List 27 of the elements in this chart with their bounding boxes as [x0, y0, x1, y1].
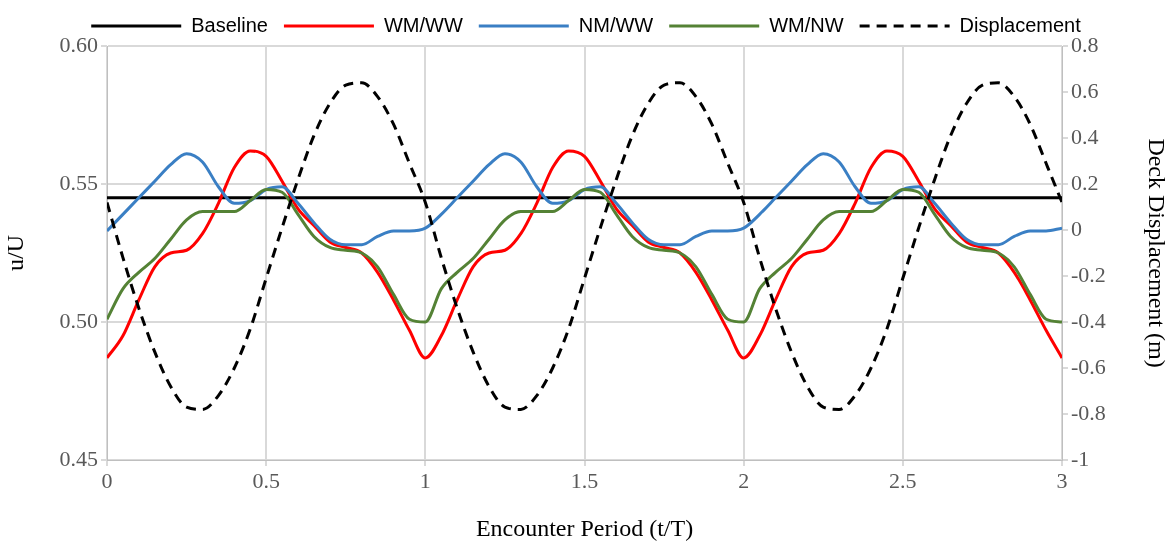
x-tick-label: 0.5 — [252, 467, 280, 493]
y-tick-label: 0.50 — [59, 307, 98, 333]
y2-axis-title: Deck Displacement (m) — [1144, 138, 1171, 368]
x-tick-label: 1.5 — [570, 467, 599, 493]
y2-tick-label: -0.4 — [1071, 307, 1106, 333]
y-axis-title: u/U — [1, 235, 28, 271]
y-tick-label: 0.45 — [59, 445, 98, 471]
legend-label: NM/WW — [578, 13, 654, 36]
y2-tick-label: -1 — [1071, 445, 1090, 471]
y2-tick-label: 0.2 — [1071, 169, 1099, 195]
y2-tick-label: -0.2 — [1071, 261, 1106, 287]
legend-label: Baseline — [191, 13, 268, 36]
legend-label: WM/NW — [769, 13, 844, 36]
y2-tick-label: 0.6 — [1071, 77, 1099, 103]
x-tick-label: 2.5 — [889, 467, 917, 493]
x-tick-label: 1 — [419, 467, 431, 493]
y2-tick-label: 0.4 — [1071, 123, 1099, 149]
x-tick-label: 2 — [738, 467, 750, 493]
x-axis-title: Encounter Period (t/T) — [475, 514, 694, 541]
y2-tick-label: -0.8 — [1071, 399, 1106, 425]
y2-tick-label: -0.6 — [1071, 353, 1106, 379]
x-tick-label: 0 — [101, 467, 113, 493]
y-tick-label: 0.60 — [59, 31, 98, 57]
y-tick-label: 0.55 — [59, 169, 98, 195]
legend-label: WM/WW — [383, 13, 463, 36]
y2-tick-label: 0 — [1071, 215, 1082, 241]
x-tick-label: 3 — [1056, 467, 1068, 493]
